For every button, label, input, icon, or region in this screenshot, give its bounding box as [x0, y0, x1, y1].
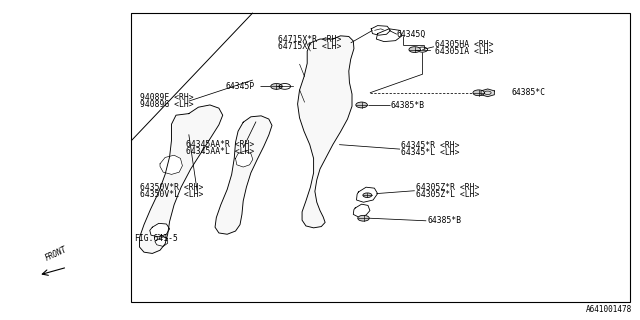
- Text: 64345AA*R <RH>: 64345AA*R <RH>: [186, 140, 254, 149]
- Text: 94089G <LH>: 94089G <LH>: [140, 100, 193, 109]
- Polygon shape: [371, 26, 390, 35]
- Polygon shape: [376, 29, 402, 42]
- Text: 64715X*R <RH>: 64715X*R <RH>: [278, 35, 342, 44]
- Text: 94089F <RH>: 94089F <RH>: [140, 93, 193, 102]
- Text: 64345AA*L <LH>: 64345AA*L <LH>: [186, 147, 254, 156]
- Text: 64305HA <RH>: 64305HA <RH>: [435, 40, 493, 49]
- Text: FIG.641-5: FIG.641-5: [134, 234, 179, 243]
- Text: 64345P: 64345P: [225, 82, 255, 91]
- Polygon shape: [236, 151, 253, 167]
- Text: 64305Z*L <LH>: 64305Z*L <LH>: [416, 190, 479, 199]
- Circle shape: [473, 90, 484, 96]
- Circle shape: [271, 84, 282, 89]
- Circle shape: [363, 193, 372, 197]
- Polygon shape: [353, 204, 370, 217]
- Polygon shape: [140, 105, 223, 253]
- Text: 64305IA <LH>: 64305IA <LH>: [435, 47, 493, 56]
- Text: FRONT: FRONT: [44, 245, 68, 263]
- Polygon shape: [481, 89, 494, 97]
- Circle shape: [358, 215, 369, 221]
- Text: 64385*C: 64385*C: [512, 88, 546, 97]
- Text: 64385*B: 64385*B: [390, 101, 424, 110]
- Polygon shape: [356, 187, 378, 202]
- Circle shape: [409, 47, 420, 52]
- Polygon shape: [215, 116, 272, 234]
- Polygon shape: [155, 237, 168, 246]
- Polygon shape: [160, 155, 182, 174]
- Text: 64715X*L <LH>: 64715X*L <LH>: [278, 42, 342, 51]
- Polygon shape: [298, 36, 354, 228]
- Text: 64350V*R <RH>: 64350V*R <RH>: [140, 183, 203, 192]
- Text: 64345*R <RH>: 64345*R <RH>: [401, 141, 460, 150]
- Text: 64345Q: 64345Q: [397, 30, 426, 39]
- Text: 64350V*L <LH>: 64350V*L <LH>: [140, 190, 203, 199]
- Bar: [131, 13, 630, 302]
- Polygon shape: [150, 223, 170, 237]
- Text: 64345*L <LH>: 64345*L <LH>: [401, 148, 460, 157]
- Text: A641001478: A641001478: [586, 305, 632, 314]
- Text: 64305Z*R <RH>: 64305Z*R <RH>: [416, 183, 479, 192]
- Text: 64385*B: 64385*B: [428, 216, 461, 225]
- Circle shape: [356, 102, 367, 108]
